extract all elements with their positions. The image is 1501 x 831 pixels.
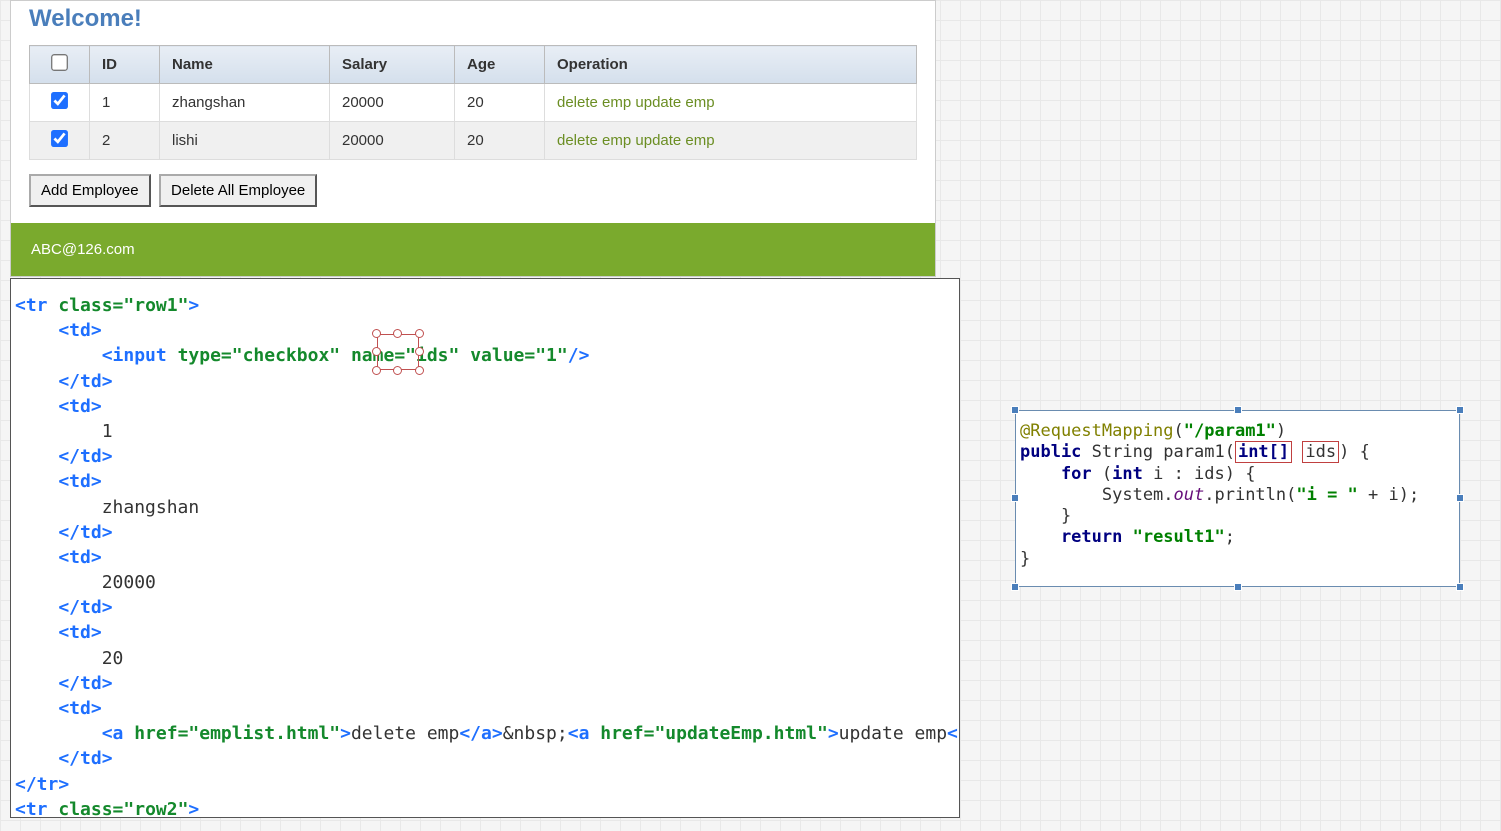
button-row: Add Employee Delete All Employee <box>11 174 935 223</box>
cell-salary: 20000 <box>330 122 455 160</box>
java-code-panel[interactable]: @RequestMapping("/param1") public String… <box>1015 410 1460 587</box>
cell-id: 1 <box>90 84 160 122</box>
cell-name: lishi <box>160 122 330 160</box>
cell-name: zhangshan <box>160 84 330 122</box>
page-title: Welcome! <box>11 1 935 45</box>
cell-salary: 20000 <box>330 84 455 122</box>
update-link[interactable]: update emp <box>635 94 714 111</box>
col-salary: Salary <box>330 46 455 84</box>
update-link[interactable]: update emp <box>635 132 714 149</box>
col-operation: Operation <box>545 46 917 84</box>
resize-handle[interactable] <box>1234 406 1242 414</box>
footer-bar: ABC@126.com <box>11 223 935 276</box>
resize-handle[interactable] <box>1234 583 1242 591</box>
resize-handle[interactable] <box>1011 494 1019 502</box>
table-row: 2 lishi 20000 20 delete emp update emp <box>30 122 917 160</box>
resize-handle[interactable] <box>1011 583 1019 591</box>
table-row: 1 zhangshan 20000 20 delete emp update e… <box>30 84 917 122</box>
resize-handle[interactable] <box>1456 583 1464 591</box>
delete-all-button[interactable]: Delete All Employee <box>159 174 317 207</box>
cell-age: 20 <box>455 122 545 160</box>
resize-handle[interactable] <box>1456 494 1464 502</box>
cell-age: 20 <box>455 84 545 122</box>
col-check <box>30 46 90 84</box>
html-source-panel: <tr class="row1"> <td> <input type="chec… <box>10 278 960 818</box>
employee-table: ID Name Salary Age Operation 1 zhangshan… <box>29 45 917 160</box>
add-employee-button[interactable]: Add Employee <box>29 174 151 207</box>
delete-link[interactable]: delete emp <box>557 132 631 149</box>
resize-handle[interactable] <box>1456 406 1464 414</box>
cell-operation: delete emp update emp <box>545 84 917 122</box>
footer-email: ABC@126.com <box>31 241 135 258</box>
row-checkbox[interactable] <box>51 130 68 147</box>
row-checkbox[interactable] <box>51 92 68 109</box>
delete-link[interactable]: delete emp <box>557 94 631 111</box>
resize-handle[interactable] <box>1011 406 1019 414</box>
col-name: Name <box>160 46 330 84</box>
check-all-checkbox[interactable] <box>51 54 68 71</box>
web-preview-panel: Welcome! ID Name Salary Age Operation 1 … <box>10 0 936 277</box>
col-age: Age <box>455 46 545 84</box>
cell-operation: delete emp update emp <box>545 122 917 160</box>
cell-id: 2 <box>90 122 160 160</box>
col-id: ID <box>90 46 160 84</box>
